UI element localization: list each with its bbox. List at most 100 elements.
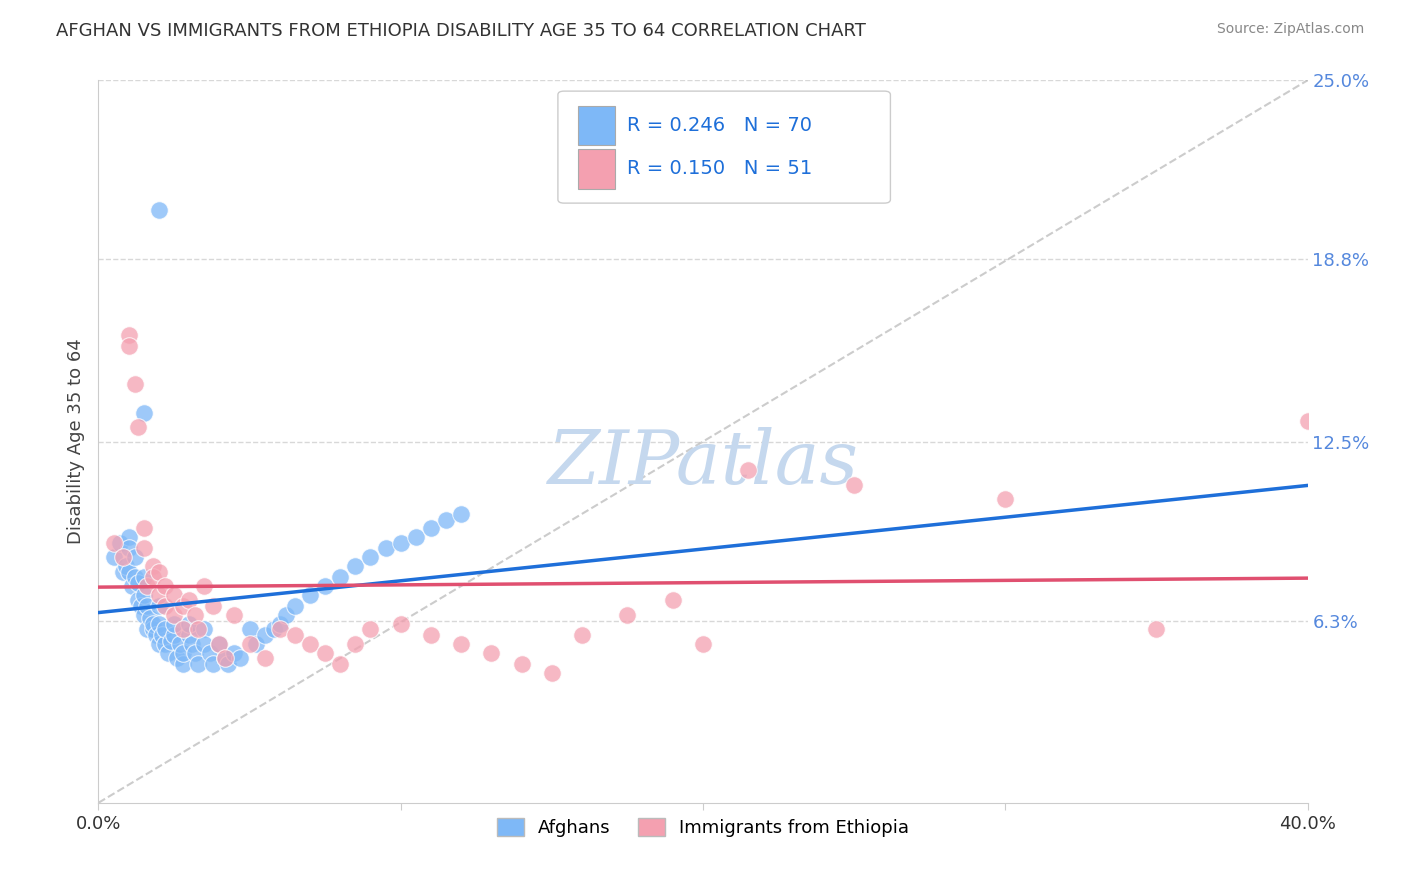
Point <box>163 616 186 631</box>
Point <box>737 463 759 477</box>
Point <box>450 507 472 521</box>
Point <box>214 651 236 665</box>
Point <box>148 637 170 651</box>
Point <box>214 651 236 665</box>
Point <box>571 628 593 642</box>
Point <box>127 576 149 591</box>
Point <box>148 203 170 218</box>
Point <box>163 607 186 622</box>
Point <box>148 599 170 614</box>
Point <box>420 521 443 535</box>
Point <box>217 657 239 671</box>
Point <box>156 646 179 660</box>
Point <box>263 623 285 637</box>
Point <box>200 646 222 660</box>
Point <box>193 579 215 593</box>
Point <box>160 634 183 648</box>
Point <box>124 376 146 391</box>
Point <box>114 558 136 573</box>
Point <box>169 637 191 651</box>
Point <box>202 599 225 614</box>
Point <box>135 599 157 614</box>
Point <box>245 637 267 651</box>
Point <box>163 628 186 642</box>
Point <box>172 646 194 660</box>
Point <box>103 550 125 565</box>
Point <box>253 628 276 642</box>
Legend: Afghans, Immigrants from Ethiopia: Afghans, Immigrants from Ethiopia <box>489 811 917 845</box>
Point <box>224 607 246 622</box>
Text: Source: ZipAtlas.com: Source: ZipAtlas.com <box>1216 22 1364 37</box>
Point <box>208 637 231 651</box>
Point <box>224 646 246 660</box>
Point <box>181 637 204 651</box>
Point <box>329 570 352 584</box>
Point <box>172 657 194 671</box>
Point <box>172 623 194 637</box>
Y-axis label: Disability Age 35 to 64: Disability Age 35 to 64 <box>66 339 84 544</box>
Point <box>132 588 155 602</box>
Point <box>148 588 170 602</box>
Point <box>284 628 307 642</box>
Point <box>360 550 382 565</box>
Point <box>132 541 155 556</box>
Point <box>329 657 352 671</box>
Point <box>434 512 457 526</box>
Point <box>172 599 194 614</box>
Point <box>269 616 291 631</box>
Point <box>135 623 157 637</box>
Point <box>187 657 209 671</box>
Point <box>121 579 143 593</box>
FancyBboxPatch shape <box>578 149 614 189</box>
Point <box>314 579 336 593</box>
Point <box>135 579 157 593</box>
Point <box>150 628 173 642</box>
Point <box>274 607 297 622</box>
Point <box>142 570 165 584</box>
Point <box>148 565 170 579</box>
Point <box>193 637 215 651</box>
Text: ZIPatlas: ZIPatlas <box>547 427 859 500</box>
Text: R = 0.150   N = 51: R = 0.150 N = 51 <box>627 159 813 178</box>
Point <box>405 530 427 544</box>
Text: R = 0.246   N = 70: R = 0.246 N = 70 <box>627 116 811 135</box>
Point <box>118 530 141 544</box>
Point <box>692 637 714 651</box>
Point <box>1144 623 1167 637</box>
Point <box>389 616 412 631</box>
Point <box>187 623 209 637</box>
Point <box>193 623 215 637</box>
Point <box>142 558 165 573</box>
Point <box>616 607 638 622</box>
Point <box>118 339 141 353</box>
Point <box>148 616 170 631</box>
Point <box>118 565 141 579</box>
Point <box>184 607 207 622</box>
Point <box>118 541 141 556</box>
Point <box>1296 414 1319 428</box>
Point <box>129 599 152 614</box>
Point <box>202 657 225 671</box>
Point <box>844 478 866 492</box>
Point <box>510 657 533 671</box>
Point <box>179 616 201 631</box>
Point <box>269 623 291 637</box>
Point <box>481 646 503 660</box>
Point <box>389 535 412 549</box>
Point <box>239 637 262 651</box>
Point <box>153 579 176 593</box>
Point <box>139 611 162 625</box>
FancyBboxPatch shape <box>578 105 614 145</box>
Point <box>239 623 262 637</box>
Point <box>145 628 167 642</box>
Point <box>208 637 231 651</box>
Point <box>142 616 165 631</box>
Point <box>153 599 176 614</box>
Point <box>299 588 322 602</box>
Point <box>111 565 134 579</box>
Point <box>111 550 134 565</box>
Point <box>314 646 336 660</box>
Point <box>127 593 149 607</box>
Point <box>127 420 149 434</box>
Point <box>540 665 562 680</box>
